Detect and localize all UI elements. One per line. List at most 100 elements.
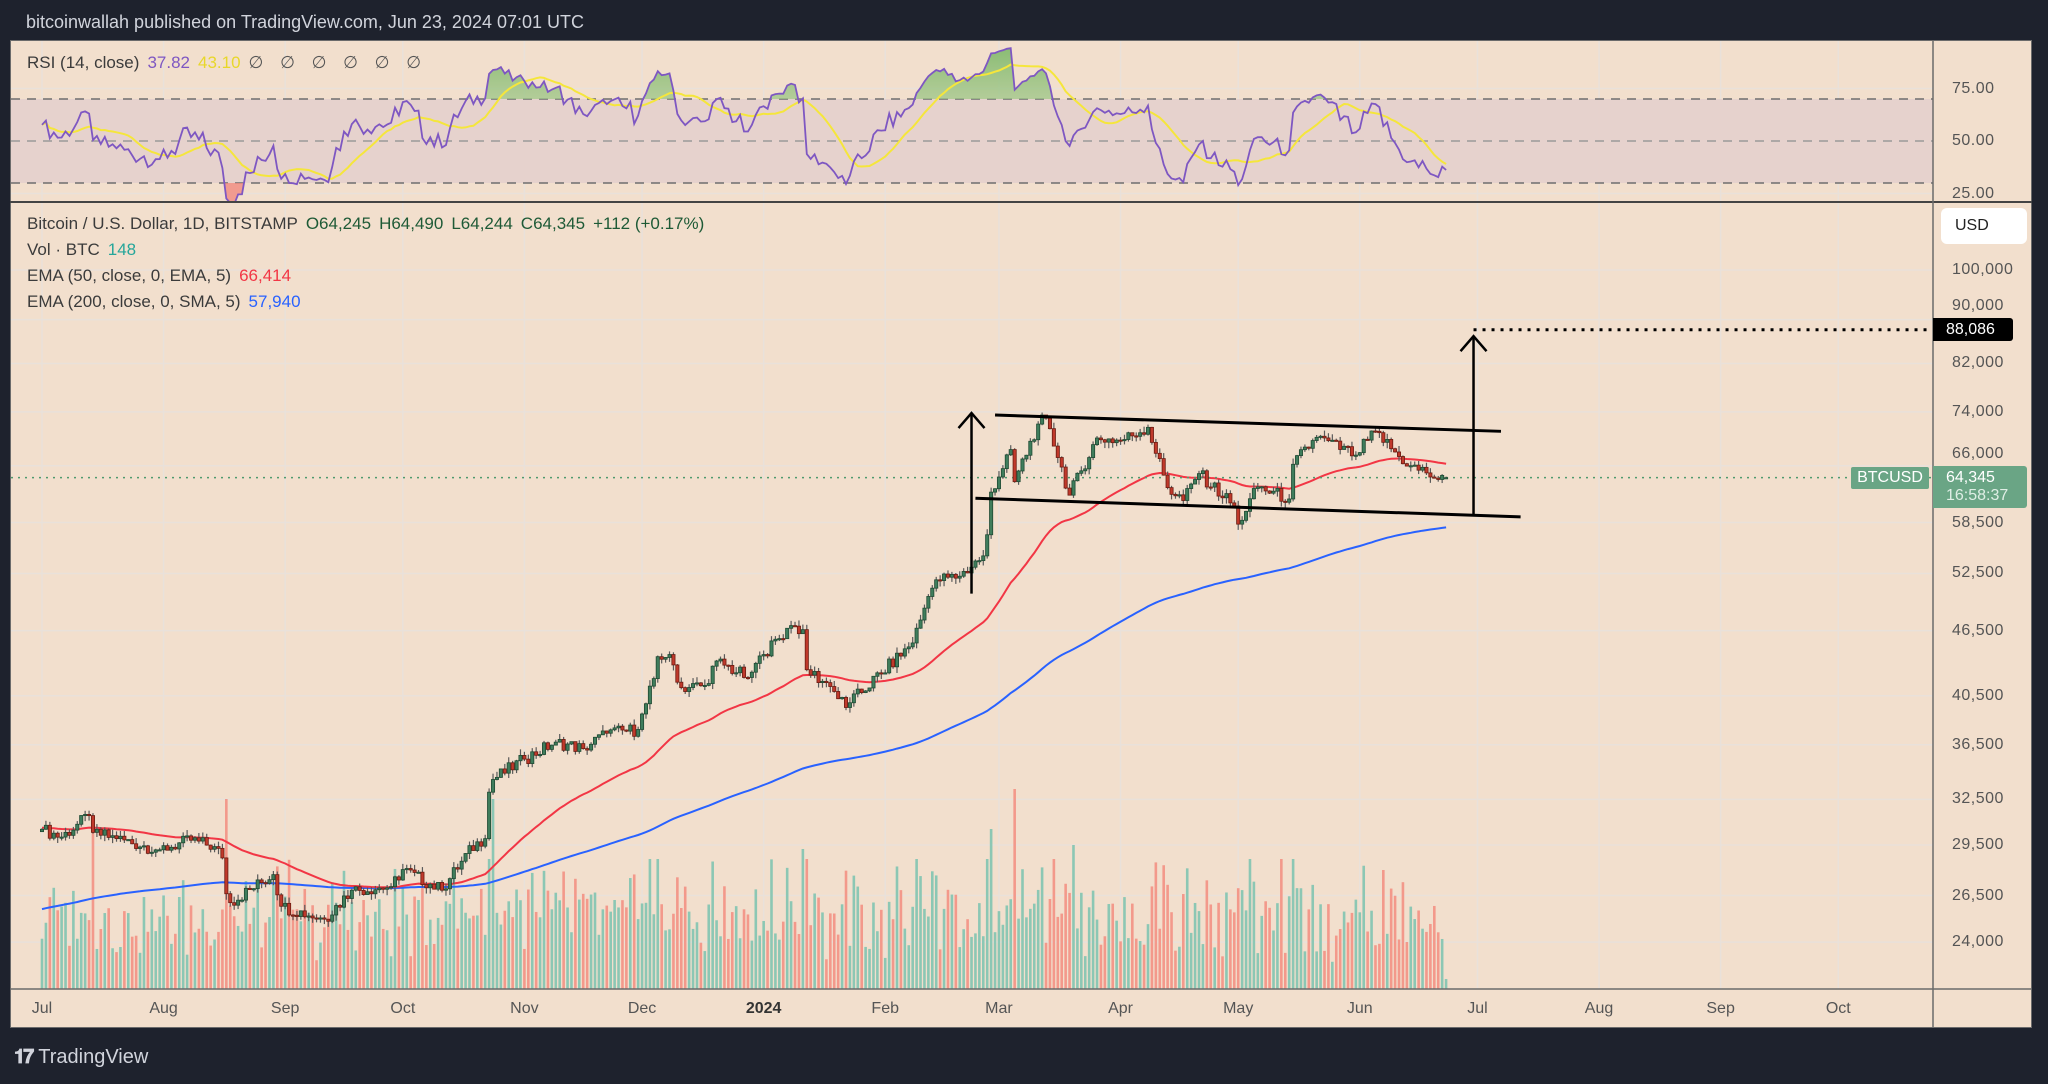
time-axis-label: Mar bbox=[985, 1000, 1013, 1017]
candle bbox=[585, 746, 590, 755]
candle-body bbox=[1216, 482, 1221, 497]
candle bbox=[353, 886, 358, 892]
candle bbox=[467, 841, 472, 860]
candle bbox=[122, 831, 127, 843]
candle bbox=[906, 642, 911, 654]
volume-bar bbox=[1044, 942, 1048, 989]
volume-bar bbox=[1068, 892, 1071, 989]
candle-body bbox=[793, 625, 798, 628]
candle-body bbox=[894, 652, 899, 668]
volume-bar bbox=[479, 888, 483, 989]
candle bbox=[471, 839, 476, 851]
volume-bar bbox=[1283, 952, 1287, 989]
candle-body bbox=[424, 884, 429, 889]
volume-bar bbox=[1111, 903, 1115, 989]
candle-body bbox=[769, 640, 774, 657]
volume-bar bbox=[185, 954, 189, 989]
volume-bar bbox=[1260, 915, 1264, 989]
volume-bar bbox=[319, 942, 322, 989]
candle-body bbox=[620, 725, 625, 731]
candle-body bbox=[640, 713, 645, 730]
candle bbox=[1173, 492, 1178, 499]
candle-body bbox=[345, 895, 350, 899]
volume-bar bbox=[542, 870, 546, 989]
candle-body bbox=[1138, 432, 1143, 437]
symbol-legend[interactable]: Bitcoin / U.S. Dollar, 1D, BITSTAMP O64,2… bbox=[27, 214, 712, 234]
volume-legend[interactable]: Vol · BTC 148 bbox=[27, 240, 144, 260]
candle bbox=[1055, 442, 1060, 464]
rsi-legend[interactable]: RSI (14, close) 37.82 43.10 ∅ ∅ ∅ ∅ ∅ ∅ bbox=[27, 53, 435, 73]
volume-bar bbox=[1064, 883, 1067, 989]
volume-bar bbox=[974, 933, 977, 989]
candle-body bbox=[204, 837, 209, 846]
candle bbox=[1067, 483, 1072, 496]
ema200-legend[interactable]: EMA (200, close, 0, SMA, 5) 57,940 bbox=[27, 292, 309, 312]
time-axis-label: Jun bbox=[1346, 1000, 1373, 1017]
time-axis-label: Aug bbox=[149, 1000, 178, 1017]
candle bbox=[765, 653, 770, 659]
candle-body bbox=[1149, 426, 1154, 443]
candle-body bbox=[628, 724, 633, 732]
volume-bar bbox=[1029, 908, 1032, 989]
candle bbox=[1397, 446, 1402, 462]
ohlc-open: O64,245 bbox=[305, 214, 372, 233]
price-axis-tick: 74,000 bbox=[1952, 402, 2004, 420]
candle-body bbox=[1232, 502, 1237, 507]
volume-bar bbox=[1327, 904, 1330, 989]
volume-bar bbox=[578, 899, 581, 989]
volume-bar bbox=[130, 936, 134, 989]
candle-body bbox=[789, 625, 794, 629]
tradingview-logo[interactable]: 𝟏𝟕 TradingView bbox=[14, 1046, 148, 1069]
volume-bar bbox=[126, 913, 130, 989]
candle bbox=[369, 887, 374, 900]
candle-body bbox=[385, 887, 390, 890]
candle-body bbox=[63, 831, 68, 838]
currency-button[interactable]: USD bbox=[1941, 208, 2027, 244]
volume-bar bbox=[1158, 928, 1162, 989]
candle bbox=[432, 880, 437, 890]
candle-body bbox=[1263, 486, 1268, 492]
candle bbox=[1267, 490, 1272, 494]
candle-body bbox=[808, 669, 813, 676]
candle bbox=[659, 653, 664, 664]
candle bbox=[55, 831, 60, 843]
candle-body bbox=[891, 658, 896, 668]
volume-bar bbox=[636, 919, 640, 989]
chart-frame[interactable] bbox=[10, 40, 2032, 1028]
candle bbox=[302, 904, 307, 919]
candle bbox=[1330, 434, 1335, 442]
candle bbox=[90, 813, 95, 834]
time-axis-label: Apr bbox=[1108, 1000, 1133, 1017]
volume-bar bbox=[534, 911, 538, 989]
volume-bar bbox=[272, 881, 275, 989]
candle bbox=[1079, 466, 1084, 476]
time-axis-label: Sep bbox=[1706, 1000, 1735, 1017]
candle bbox=[349, 888, 354, 904]
candle bbox=[408, 864, 413, 873]
ema50-legend[interactable]: EMA (50, close, 0, EMA, 5) 66,414 bbox=[27, 266, 299, 286]
candle bbox=[502, 763, 507, 776]
candle bbox=[279, 893, 284, 912]
candle bbox=[1279, 482, 1284, 507]
target-price-label: 88,086 bbox=[1933, 318, 2013, 342]
volume-bar bbox=[605, 905, 609, 989]
volume-bar bbox=[307, 912, 310, 989]
candle bbox=[506, 757, 511, 779]
candle-body bbox=[236, 899, 241, 906]
volume-bar bbox=[291, 909, 295, 989]
candle bbox=[1146, 424, 1151, 436]
candle-body bbox=[181, 835, 186, 844]
candle bbox=[1169, 485, 1174, 500]
candle bbox=[263, 880, 268, 888]
candle bbox=[338, 904, 343, 912]
candle-body bbox=[487, 791, 492, 840]
volume-bar bbox=[797, 934, 801, 989]
candle bbox=[789, 620, 794, 634]
volume-bar bbox=[1417, 910, 1420, 989]
candle-body bbox=[404, 868, 409, 871]
volume-bar bbox=[1174, 950, 1177, 989]
candle-body bbox=[777, 638, 782, 641]
volume-bar bbox=[244, 881, 248, 989]
volume-bar bbox=[1025, 917, 1028, 989]
